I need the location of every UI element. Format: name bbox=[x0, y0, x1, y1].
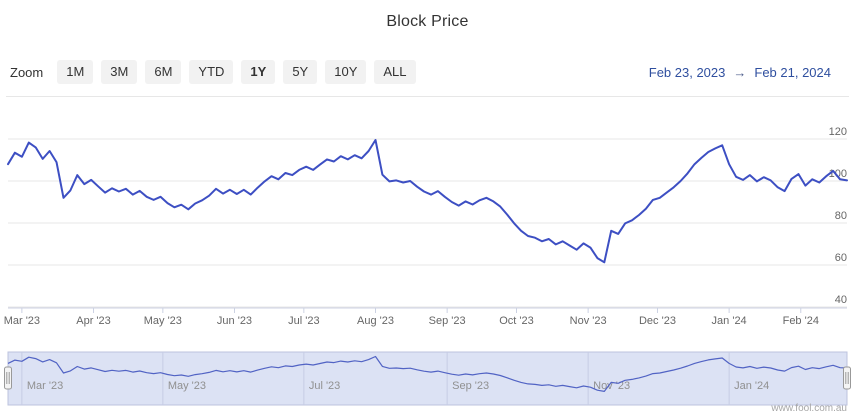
x-axis-label: Jan '24 bbox=[712, 315, 747, 327]
zoom-buttons-group: 1M 3M 6M YTD 1Y 5Y 10Y ALL bbox=[49, 60, 416, 84]
x-axis-label: Mar '23 bbox=[4, 315, 40, 327]
y-axis-label: 60 bbox=[835, 252, 847, 264]
watermark: www.fool.com.au bbox=[771, 403, 847, 414]
zoom-button-5y[interactable]: 5Y bbox=[283, 60, 318, 84]
x-axis-label: May '23 bbox=[144, 315, 182, 327]
zoom-button-3m[interactable]: 3M bbox=[101, 60, 138, 84]
navigator-handle-right[interactable] bbox=[843, 366, 851, 390]
navigator-axis-label: Jan '24 bbox=[734, 380, 769, 392]
x-axis-label: Jul '23 bbox=[288, 315, 319, 327]
x-axis-label: Dec '23 bbox=[639, 315, 676, 327]
y-axis-label: 120 bbox=[829, 126, 847, 138]
navigator-axis-label: Sep '23 bbox=[452, 380, 489, 392]
zoom-label: Zoom bbox=[10, 64, 44, 80]
range-arrow-icon: → bbox=[733, 65, 747, 80]
y-axis-label: 80 bbox=[835, 210, 847, 222]
navigator-line-series bbox=[7, 355, 848, 392]
navigator-mask[interactable] bbox=[7, 351, 848, 406]
x-axis-label: Jun '23 bbox=[217, 315, 252, 327]
range-selector-toolbar: Zoom 1M 3M 6M YTD 1Y 5Y 10Y ALL bbox=[10, 60, 416, 84]
x-axis-label: Feb '24 bbox=[783, 315, 819, 327]
toolbar-separator bbox=[6, 96, 849, 97]
zoom-button-6m[interactable]: 6M bbox=[145, 60, 182, 84]
zoom-button-1m[interactable]: 1M bbox=[57, 60, 94, 84]
navigator-axis-label: Nov '23 bbox=[593, 380, 630, 392]
navigator-axis-label: Jul '23 bbox=[309, 380, 340, 392]
x-axis-label: Nov '23 bbox=[570, 315, 607, 327]
y-axis-label: 40 bbox=[835, 294, 847, 306]
x-axis-label: Aug '23 bbox=[357, 315, 394, 327]
range-start-date[interactable]: Feb 23, 2023 bbox=[648, 65, 726, 80]
range-end-date[interactable]: Feb 21, 2024 bbox=[754, 65, 831, 80]
x-axis-label: Oct '23 bbox=[499, 315, 534, 327]
x-axis-label: Apr '23 bbox=[76, 315, 111, 327]
navigator-axis-label: May '23 bbox=[168, 380, 206, 392]
zoom-button-1y[interactable]: 1Y bbox=[241, 60, 276, 84]
price-line-series[interactable] bbox=[7, 139, 848, 264]
x-axis-label: Sep '23 bbox=[429, 315, 466, 327]
zoom-button-ytd[interactable]: YTD bbox=[189, 60, 234, 84]
y-axis-label: 100 bbox=[829, 168, 847, 180]
chart-title: Block Price bbox=[386, 13, 469, 30]
navigator-axis-label: Mar '23 bbox=[27, 380, 63, 392]
zoom-button-all[interactable]: ALL bbox=[374, 60, 416, 84]
zoom-button-10y[interactable]: 10Y bbox=[325, 60, 367, 84]
navigator-handle-left[interactable] bbox=[4, 366, 12, 390]
date-range-display: Feb 23, 2023 → Feb 21, 2024 bbox=[649, 65, 831, 80]
